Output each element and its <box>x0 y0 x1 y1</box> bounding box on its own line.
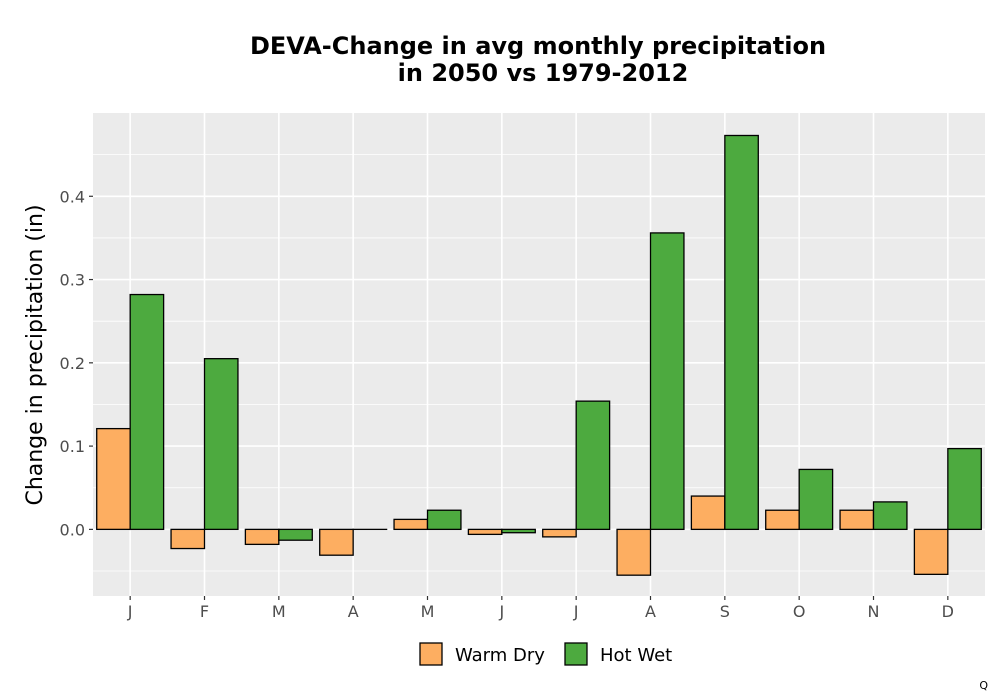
x-tick-label: A <box>348 602 359 621</box>
bars <box>96 134 982 576</box>
x-tick-label: J <box>498 602 504 621</box>
bar-warm-dry-6 <box>467 528 503 536</box>
x-tick-label: J <box>127 602 133 621</box>
y-tick-label: 0.2 <box>60 354 85 373</box>
legend-key-warm-dry <box>419 642 443 666</box>
y-axis-ticks: 0.0 0.1 0.2 0.3 0.4 <box>60 187 93 539</box>
bar-hot-wet-10 <box>798 468 834 531</box>
y-tick-label: 0.3 <box>60 271 85 290</box>
bar-warm-dry-11 <box>839 509 875 531</box>
corner-mark: Q <box>979 679 988 692</box>
x-tick-label: F <box>200 602 209 621</box>
x-tick-label: A <box>645 602 656 621</box>
legend-label-warm-dry: Warm Dry <box>455 645 545 666</box>
bar-warm-dry-1 <box>96 427 131 531</box>
chart-subtitle: in 2050 vs 1979-2012 <box>398 59 689 87</box>
x-tick-label: M <box>421 602 435 621</box>
bar-warm-dry-4 <box>319 528 354 556</box>
bar-hot-wet-1 <box>129 293 165 531</box>
y-tick-label: 0.0 <box>60 520 85 539</box>
x-tick-label: S <box>720 602 730 621</box>
legend-key-hot-wet <box>564 642 588 666</box>
x-tick-label: N <box>868 602 880 621</box>
bar-hot-wet-8 <box>649 232 685 531</box>
x-tick-label: D <box>942 602 954 621</box>
bar-warm-dry-10 <box>765 509 800 531</box>
bar-hot-wet-5 <box>426 509 462 531</box>
bar-warm-dry-5 <box>393 518 429 531</box>
bar-warm-dry-2 <box>170 528 206 550</box>
chart-title: DEVA-Change in avg monthly precipitation <box>250 32 826 60</box>
legend: Warm Dry Hot Wet <box>419 642 672 666</box>
bar-hot-wet-9 <box>724 134 759 531</box>
bar-warm-dry-3 <box>244 528 280 546</box>
bar-hot-wet-11 <box>872 501 908 531</box>
bar-warm-dry-8 <box>616 528 652 576</box>
bar-hot-wet-6 <box>501 528 536 534</box>
y-tick-label: 0.1 <box>60 437 85 456</box>
bar-hot-wet-12 <box>947 447 982 531</box>
y-tick-label: 0.4 <box>60 187 85 206</box>
x-tick-label: J <box>573 602 579 621</box>
plot-panel <box>93 113 985 596</box>
y-axis-label: Change in precipitation (in) <box>23 204 48 505</box>
bar-hot-wet-2 <box>203 358 239 531</box>
bar-warm-dry-9 <box>690 495 726 531</box>
bar-warm-dry-7 <box>542 528 577 538</box>
bar-hot-wet-3 <box>278 528 313 541</box>
x-tick-label: O <box>793 602 806 621</box>
legend-label-hot-wet: Hot Wet <box>600 645 672 666</box>
bar-hot-wet-7 <box>575 400 611 531</box>
x-tick-label: M <box>272 602 286 621</box>
bar-warm-dry-12 <box>913 528 949 575</box>
